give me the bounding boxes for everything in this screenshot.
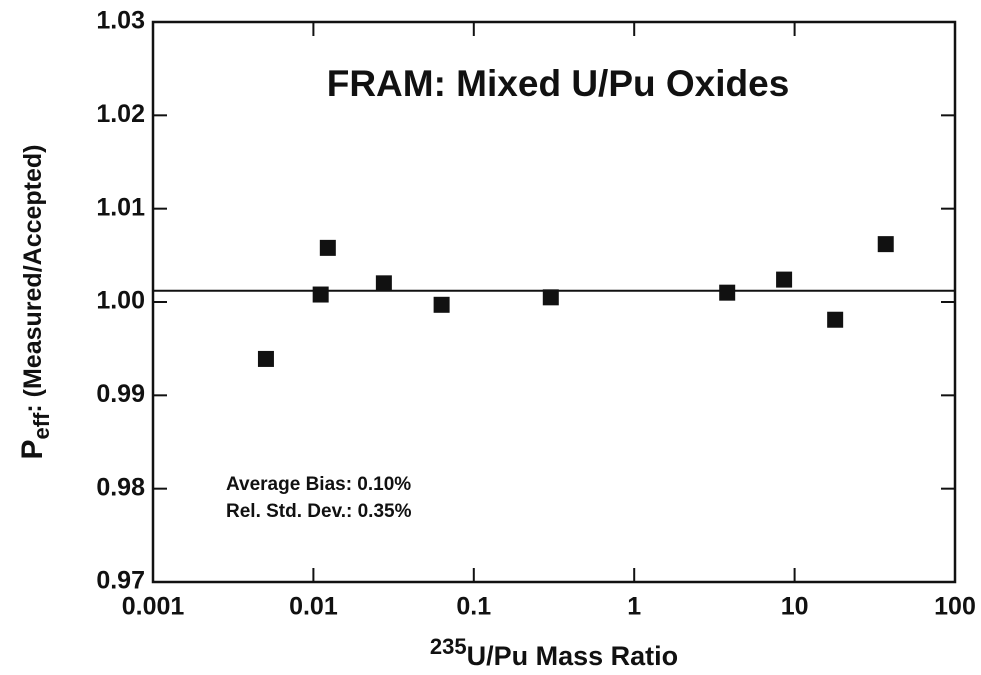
data-point [776,271,793,288]
data-point [542,289,559,306]
data-point [257,350,274,367]
y-tick-label: 0.99 [96,380,145,408]
x-tick-label: 0.01 [289,593,338,621]
y-axis-label: Peff: (Measured/Accepted) [16,144,54,459]
y-tick-label: 1.01 [96,193,145,221]
x-axis-label: 235U/Pu Mass Ratio [430,634,678,671]
data-point [877,236,894,253]
x-tick-label: 10 [781,593,809,621]
y-label-sub: eff [29,412,54,440]
x-label-sup: 235 [430,634,467,659]
x-tick-label: 0.1 [456,593,491,621]
x-tick-label: 0.001 [122,593,185,621]
chart-title: FRAM: Mixed U/Pu Oxides [327,63,790,104]
annotation: Rel. Std. Dev.: 0.35% [226,501,412,522]
data-point [312,286,329,303]
y-label-rest: : (Measured/Accepted) [19,144,47,412]
y-label-main: P [16,440,49,460]
y-tick-label: 1.02 [96,100,145,128]
y-tick-label: 0.98 [96,473,145,501]
x-label-text: U/Pu Mass Ratio [467,641,679,671]
x-tick-label: 100 [934,593,976,621]
y-tick-label: 1.03 [96,7,145,35]
data-point [719,284,736,301]
y-tick-label: 0.97 [96,567,145,595]
x-tick-label: 1 [627,593,641,621]
annotation: Average Bias: 0.10% [226,474,411,495]
data-point [433,296,450,313]
data-point [319,239,336,256]
data-point [375,275,392,292]
y-tick-label: 1.00 [96,287,145,315]
data-point [827,311,844,328]
